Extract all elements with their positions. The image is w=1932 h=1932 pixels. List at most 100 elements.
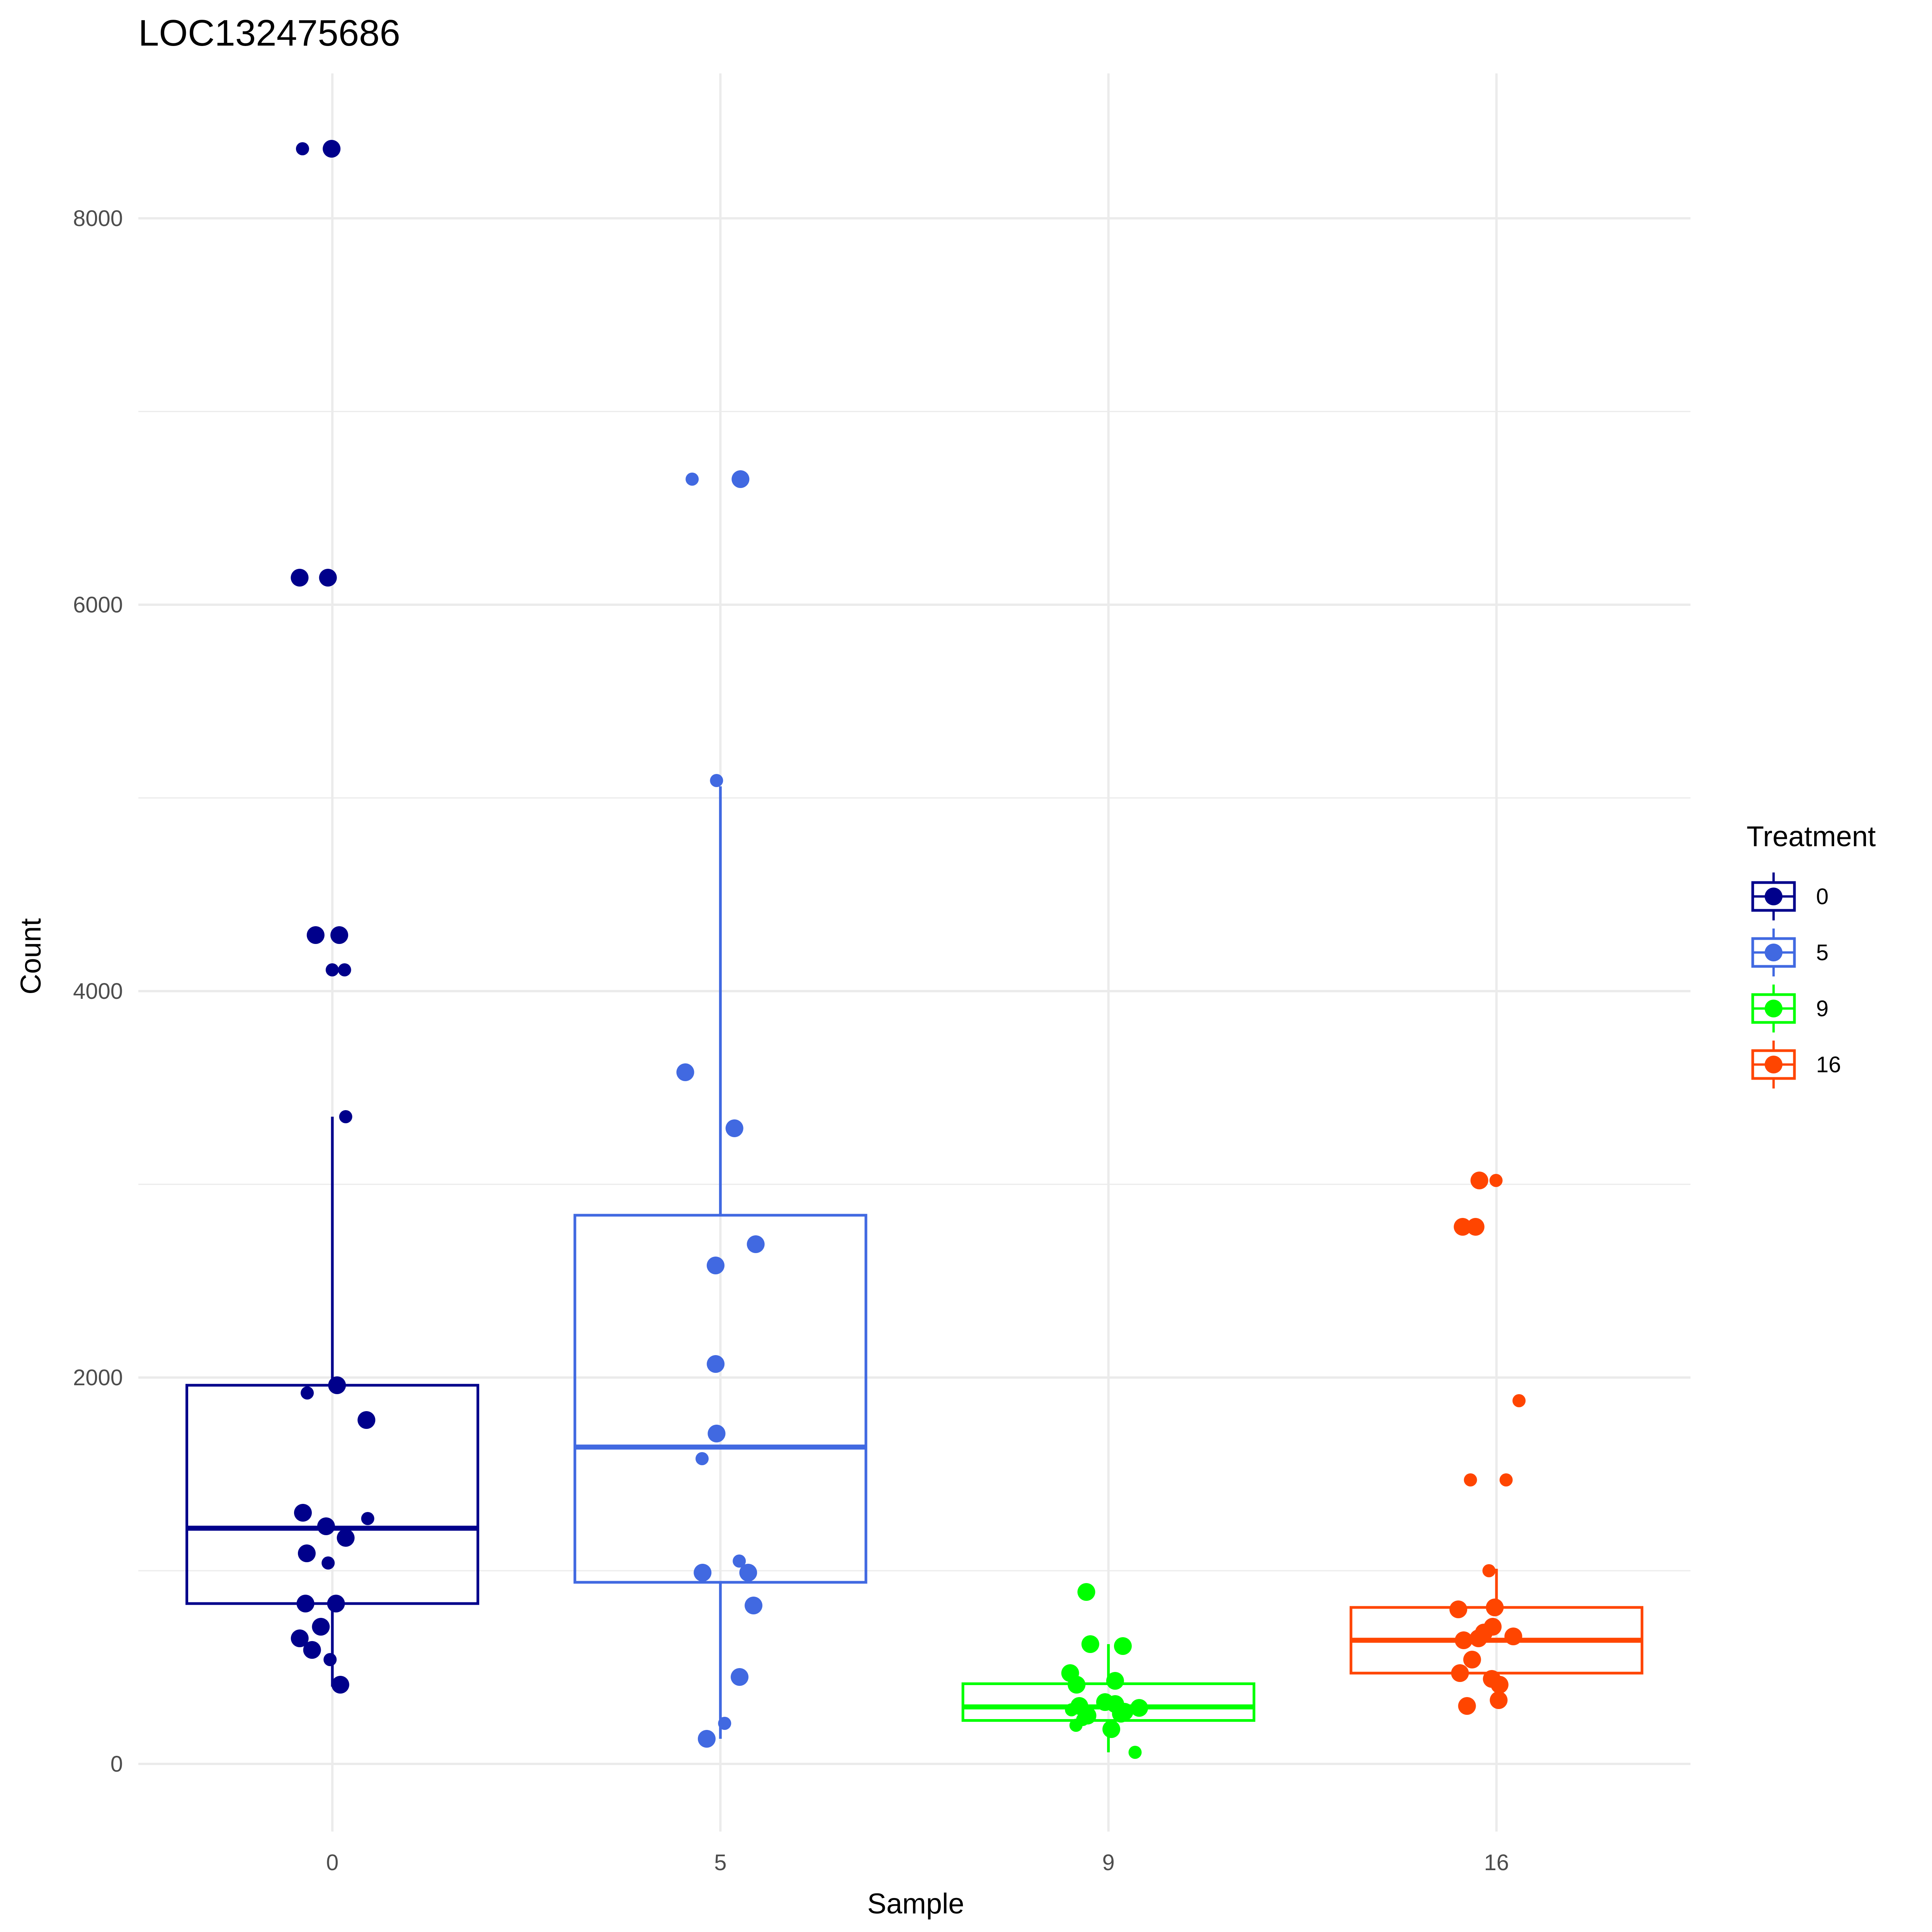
legend-title: Treatment [1747, 820, 1876, 852]
data-point [330, 926, 349, 944]
data-point [323, 1653, 337, 1666]
data-point [718, 1717, 731, 1730]
legend-key-16: 16 [1751, 1041, 1841, 1088]
data-point [1469, 1629, 1488, 1647]
legend-key-5: 5 [1751, 929, 1828, 976]
legend-key-point [1765, 1056, 1782, 1073]
y-tick-label: 8000 [73, 206, 123, 231]
data-point [321, 1556, 335, 1570]
legend-key-9: 9 [1751, 985, 1828, 1032]
data-point [306, 926, 325, 944]
data-point [731, 470, 750, 488]
axes: 0 2000 4000 6000 8000 0 5 9 16 [73, 206, 1509, 1875]
x-tick-label: 0 [326, 1850, 338, 1875]
data-point [1490, 1691, 1508, 1709]
data-point [1482, 1564, 1496, 1577]
data-point [1512, 1394, 1526, 1407]
data-point [697, 1730, 716, 1748]
data-point [1102, 1720, 1121, 1738]
data-point [733, 1554, 746, 1568]
data-point [323, 140, 341, 158]
data-point [1112, 1705, 1130, 1723]
data-point [327, 1595, 345, 1612]
legend-label: 5 [1816, 940, 1828, 965]
data-point [296, 1595, 315, 1612]
data-point [328, 1376, 346, 1394]
data-point [707, 1355, 725, 1373]
data-point [1499, 1473, 1513, 1486]
x-tick-label: 16 [1484, 1850, 1509, 1875]
data-point [731, 1668, 749, 1686]
data-point [745, 1597, 763, 1614]
data-point [312, 1618, 330, 1636]
legend-label: 16 [1816, 1052, 1841, 1077]
data-point [331, 1676, 349, 1694]
data-point [325, 963, 339, 976]
y-tick-label: 2000 [73, 1365, 123, 1390]
data-points [291, 140, 1526, 1759]
y-tick-label: 4000 [73, 979, 123, 1004]
data-point [1490, 1676, 1509, 1694]
chart-title: LOC132475686 [138, 12, 400, 54]
data-point [1106, 1672, 1124, 1690]
data-point [725, 1119, 743, 1137]
data-point [319, 569, 337, 587]
data-point [685, 473, 699, 486]
y-axis-title: Count [15, 918, 47, 995]
data-point [1486, 1599, 1504, 1616]
y-tick-label: 0 [111, 1752, 123, 1777]
data-point [1114, 1637, 1132, 1655]
data-point [339, 1110, 352, 1123]
data-point [1458, 1697, 1476, 1715]
data-point [303, 1641, 321, 1659]
data-point [361, 1512, 374, 1525]
data-point [298, 1544, 316, 1562]
grid-lines [138, 73, 1690, 1832]
data-point [1449, 1600, 1468, 1618]
data-point [1451, 1664, 1469, 1682]
y-tick-label: 6000 [73, 592, 123, 617]
data-point [1464, 1473, 1477, 1486]
data-point [338, 963, 351, 976]
data-point [694, 1564, 712, 1582]
data-point [739, 1564, 757, 1582]
data-point [337, 1529, 355, 1547]
data-point [296, 142, 309, 155]
data-point [1458, 1636, 1471, 1649]
data-point [1489, 1174, 1503, 1187]
box-5 [573, 786, 867, 1739]
data-point [706, 1257, 724, 1274]
data-point [1081, 1635, 1099, 1653]
data-point [747, 1235, 765, 1253]
data-point [1065, 1703, 1078, 1716]
x-tick-label: 5 [714, 1850, 726, 1875]
data-point [1077, 1583, 1095, 1601]
data-point [291, 1629, 309, 1647]
legend-label: 9 [1816, 996, 1828, 1021]
boxes [185, 786, 1643, 1752]
x-axis-title: Sample [867, 1888, 964, 1920]
data-point [1130, 1699, 1148, 1717]
data-point [1466, 1218, 1485, 1236]
box-iqr [573, 1214, 867, 1584]
data-point [1454, 1218, 1472, 1236]
data-point [1128, 1746, 1142, 1759]
legend-key-point [1765, 1000, 1782, 1017]
legend-key-point [1765, 944, 1782, 961]
legend-key-0: 0 [1751, 872, 1828, 920]
legend-key-point [1765, 888, 1782, 905]
data-point [1068, 1676, 1086, 1694]
data-point [1470, 1172, 1488, 1189]
data-point [1463, 1651, 1481, 1668]
data-point [317, 1517, 335, 1535]
data-point [291, 569, 309, 587]
data-point [357, 1411, 376, 1429]
x-tick-label: 9 [1102, 1850, 1114, 1875]
data-point [294, 1504, 312, 1522]
legend-label: 0 [1816, 884, 1828, 909]
data-point [710, 774, 723, 787]
data-point [676, 1063, 694, 1081]
legend: Treatment 0 5 9 16 [1747, 820, 1876, 1088]
data-point [1069, 1719, 1083, 1732]
